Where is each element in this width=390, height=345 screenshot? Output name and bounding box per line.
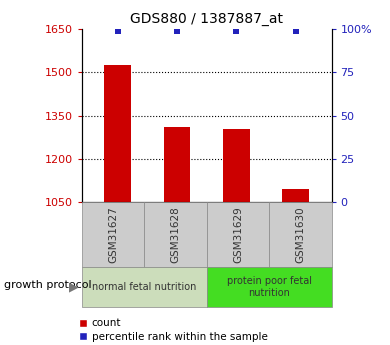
Text: normal fetal nutrition: normal fetal nutrition (92, 282, 197, 292)
Text: GSM31627: GSM31627 (108, 206, 118, 263)
Bar (164, 127, 190, 202)
Text: GSM31628: GSM31628 (170, 206, 181, 263)
Bar (282, 189, 309, 202)
Legend: count, percentile rank within the sample: count, percentile rank within the sample (79, 318, 268, 342)
Text: growth protocol: growth protocol (4, 280, 92, 290)
Text: ▶: ▶ (69, 281, 79, 294)
Bar (104, 65, 131, 202)
Text: protein poor fetal
nutrition: protein poor fetal nutrition (227, 276, 312, 298)
Text: GSM31630: GSM31630 (295, 206, 305, 263)
Text: GSM31629: GSM31629 (233, 206, 243, 263)
Title: GDS880 / 1387887_at: GDS880 / 1387887_at (130, 11, 283, 26)
Bar (223, 128, 250, 202)
